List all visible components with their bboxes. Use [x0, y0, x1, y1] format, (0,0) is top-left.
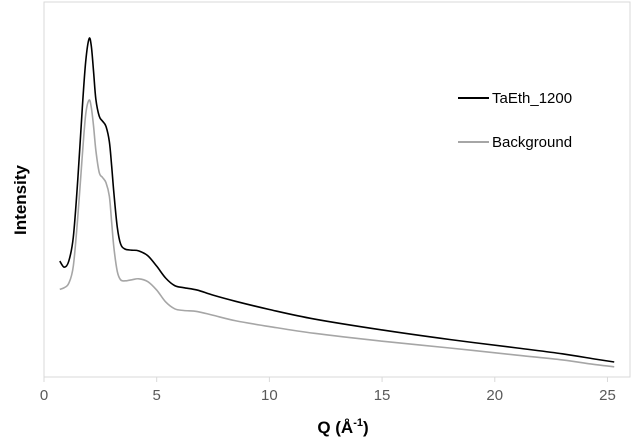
y-axis-title: Intensity — [11, 165, 30, 235]
plot-border — [43, 1, 631, 378]
legend-label-background: Background — [492, 134, 572, 151]
series-line-background — [59, 99, 615, 368]
x-axis-title-close: ) — [363, 418, 369, 437]
x-axis-ticks: 0 5 10 15 20 25 — [40, 377, 616, 404]
x-axis-title-main: Q (Å — [317, 418, 353, 437]
x-tick-label: 20 — [486, 387, 503, 404]
x-tick-label: 25 — [599, 387, 616, 404]
x-axis-title: Q (Å-1) — [317, 417, 368, 437]
x-tick-label: 5 — [153, 387, 161, 404]
plot-area — [43, 1, 631, 378]
x-tick-label: 0 — [40, 387, 48, 404]
series-layer — [59, 37, 615, 368]
x-axis-title-superscript: -1 — [353, 417, 363, 429]
series-line-taeth-1200 — [59, 37, 615, 363]
x-tick-label: 15 — [374, 387, 391, 404]
legend-label-taeth-1200: TaEth_1200 — [492, 90, 572, 107]
x-tick-label: 10 — [261, 387, 278, 404]
legend: TaEth_1200 Background — [458, 90, 572, 151]
